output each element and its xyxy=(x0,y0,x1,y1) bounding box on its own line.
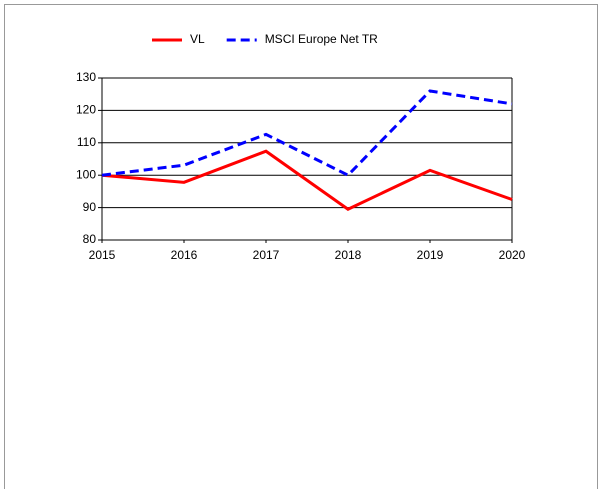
x-tick-label: 2019 xyxy=(417,248,444,262)
x-tick-label: 2016 xyxy=(171,248,198,262)
y-tick-label: 110 xyxy=(77,135,96,149)
y-tick-label: 80 xyxy=(83,232,97,246)
series-line xyxy=(101,89,513,178)
series-line xyxy=(101,149,513,211)
x-tick-label: 2015 xyxy=(89,248,116,262)
y-tick-label: 100 xyxy=(76,167,96,181)
x-tick-label: 2017 xyxy=(253,248,280,262)
x-tick-label: 2020 xyxy=(499,248,526,262)
y-tick-label: 120 xyxy=(76,103,96,117)
y-tick-label: 90 xyxy=(83,200,97,214)
x-tick-label: 2018 xyxy=(335,248,362,262)
y-tick-label: 130 xyxy=(76,70,96,84)
frame xyxy=(4,4,598,489)
legend-label: VL xyxy=(190,32,205,46)
legend-label: MSCI Europe Net TR xyxy=(265,32,378,46)
